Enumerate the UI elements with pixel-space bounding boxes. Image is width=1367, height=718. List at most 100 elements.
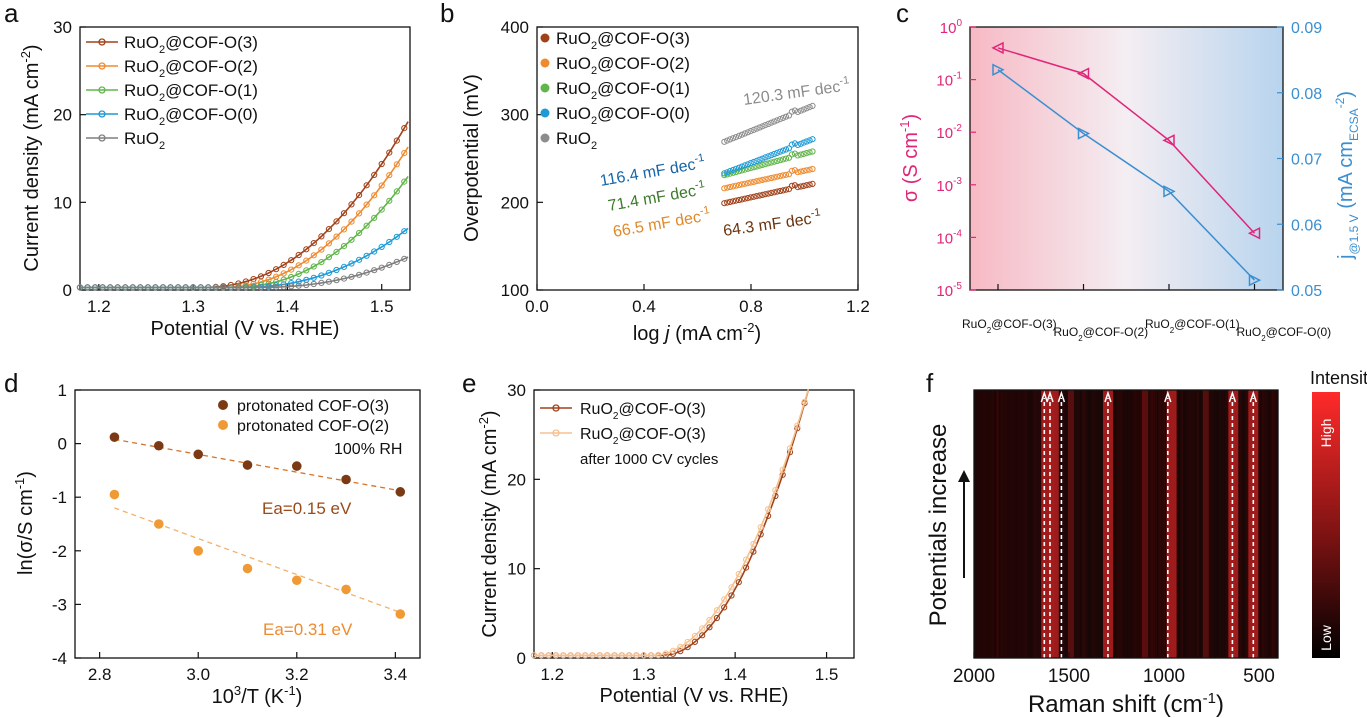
b-point-s1 [803,182,810,189]
heatmap-column [990,390,993,658]
b-point-s2 [759,176,766,183]
b-point-s2 [806,166,813,173]
d-ytick-label: -2 [52,542,67,561]
a-point [144,284,151,291]
panel-f: 2000 1500 1000 500 Potentials increase Rama… [925,368,1367,718]
e-point [750,548,757,555]
e-point [640,652,647,659]
b-point-s5 [727,136,734,143]
legend-b-marker-5 [540,133,550,143]
c-sigma-point [991,41,1004,55]
a-point [205,284,212,291]
a-point [386,197,393,204]
e-point [545,652,552,659]
panel-e-frame [533,389,855,659]
b-point-s2 [800,167,807,174]
raman-marker-arrow [1057,390,1066,403]
heatmap-column [1087,390,1090,658]
e-point [801,398,808,405]
heatmap-column [1063,390,1066,658]
b-point-s1 [774,188,781,195]
raman-marker-arrow [1040,390,1049,403]
b-point-s4 [744,161,751,168]
heatmap-column [1160,390,1163,658]
b-point-s4 [738,163,746,170]
a-point [288,257,295,264]
a-point [340,263,348,270]
b-point-s4 [788,141,796,148]
heatmap-column [1032,390,1036,658]
b-point-s3 [756,162,763,169]
e-xtick-label: 1.5 [815,665,839,684]
a-xtick-label: 1.2 [87,297,111,316]
a-point [303,246,310,253]
e-point [589,652,596,659]
heatmap-column [974,390,977,658]
c-sigma-point [1076,67,1090,80]
heatmap-column [1010,390,1013,658]
e-point [655,651,662,659]
a-point [310,274,317,281]
panel-e: 1.2 1.3 1.4 1.5 0 10 20 30 RuO2@COF-O(3) RuO2@CO… [476,381,855,707]
heatmap-column [978,390,981,658]
panel-b-frame [536,26,859,291]
panel-c-background [970,27,1283,290]
a-point [190,284,197,291]
heatmap-column [1178,390,1182,658]
legend-a-label-2: RuO2@COF-O(2) [124,57,258,80]
d-point-s2 [153,519,164,529]
heatmap-column [1271,390,1275,658]
heatmap-band [1048,390,1059,658]
e-point [604,652,611,659]
b-point-s5 [732,134,740,141]
a-point [273,266,280,273]
panel-b-ylabel: Overpotential (mV) [461,74,483,242]
heatmap-column [1099,390,1103,658]
b-point-s2 [724,184,731,191]
b-point-s5 [809,102,816,110]
a-point [363,252,370,259]
e-point [699,632,706,639]
a-point [295,278,302,285]
heatmap-column [1138,390,1141,658]
b-point-s1 [777,187,784,195]
b-point-s1 [809,180,816,187]
a-point [257,284,265,291]
e-point [633,652,640,659]
heatmap-column [1217,390,1220,658]
b-point-s2 [762,176,769,183]
a-xtick-label: 1.4 [276,297,300,316]
e-point [647,652,655,659]
heatmap-column [1079,390,1082,658]
a-point [318,272,325,279]
a-xtick-label: 1.5 [370,297,394,316]
f-xtick-label: 1500 [1048,666,1090,687]
heatmap-column [1257,390,1261,658]
legend-a-marker-3 [98,86,106,94]
a-point [356,256,363,263]
f-xtick-label: 2000 [953,666,995,687]
a-point [250,284,257,291]
panel-d-ea1: Ea=0.15 eV [262,499,352,518]
c-ytick-right-label: 0.08 [1291,86,1322,103]
b-point-s2 [777,173,784,180]
legend-e-marker-2 [552,429,560,437]
a-point [401,178,408,185]
b-point-s4 [782,146,790,153]
a-point [273,284,280,291]
heatmap-column [1132,390,1135,658]
e-point [677,648,684,655]
a-point [303,281,310,289]
b-point-s5 [759,123,766,130]
heatmap-column [1095,390,1099,658]
a-point [371,171,378,178]
b-point-s4 [724,169,731,176]
d-point-s2 [341,584,351,595]
b-point-s1 [747,194,754,201]
legend-a-label-3: RuO2@COF-O(1) [124,81,258,104]
heatmap-column [1239,390,1242,658]
b-point-s1 [727,198,734,205]
b-point-s4 [777,148,784,155]
b-point-s1 [750,193,757,200]
